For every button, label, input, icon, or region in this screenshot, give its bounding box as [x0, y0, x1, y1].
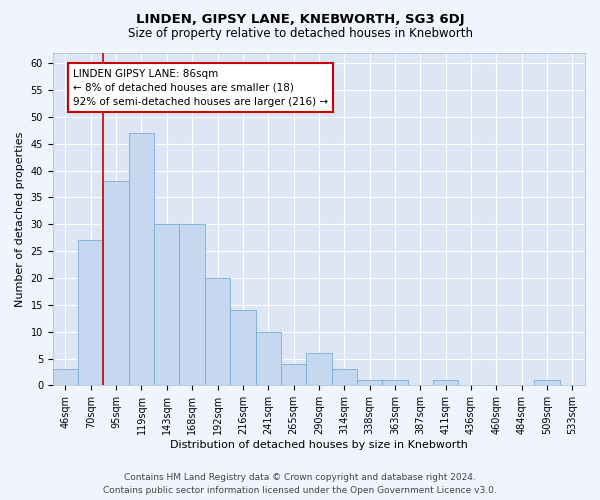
- Bar: [433, 380, 458, 386]
- Text: Size of property relative to detached houses in Knebworth: Size of property relative to detached ho…: [128, 28, 473, 40]
- Text: Contains HM Land Registry data © Crown copyright and database right 2024.
Contai: Contains HM Land Registry data © Crown c…: [103, 474, 497, 495]
- Bar: [230, 310, 256, 386]
- Bar: [179, 224, 205, 386]
- Bar: [256, 332, 281, 386]
- X-axis label: Distribution of detached houses by size in Knebworth: Distribution of detached houses by size …: [170, 440, 468, 450]
- Bar: [332, 369, 357, 386]
- Bar: [103, 182, 129, 386]
- Bar: [357, 380, 382, 386]
- Y-axis label: Number of detached properties: Number of detached properties: [15, 131, 25, 306]
- Bar: [129, 133, 154, 386]
- Bar: [382, 380, 407, 386]
- Bar: [306, 353, 332, 386]
- Bar: [53, 369, 78, 386]
- Bar: [154, 224, 179, 386]
- Bar: [78, 240, 103, 386]
- Bar: [535, 380, 560, 386]
- Bar: [205, 278, 230, 386]
- Text: LINDEN GIPSY LANE: 86sqm
← 8% of detached houses are smaller (18)
92% of semi-de: LINDEN GIPSY LANE: 86sqm ← 8% of detache…: [73, 68, 328, 106]
- Text: LINDEN, GIPSY LANE, KNEBWORTH, SG3 6DJ: LINDEN, GIPSY LANE, KNEBWORTH, SG3 6DJ: [136, 12, 464, 26]
- Bar: [281, 364, 306, 386]
